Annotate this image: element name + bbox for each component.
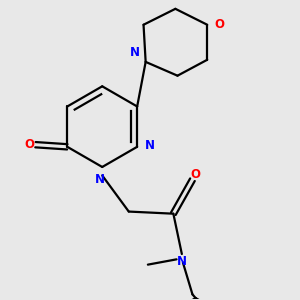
Text: N: N bbox=[95, 173, 105, 186]
Text: N: N bbox=[145, 139, 154, 152]
Text: N: N bbox=[130, 46, 140, 59]
Text: O: O bbox=[24, 138, 34, 151]
Text: O: O bbox=[190, 168, 201, 181]
Text: N: N bbox=[177, 255, 187, 268]
Text: O: O bbox=[215, 18, 225, 31]
